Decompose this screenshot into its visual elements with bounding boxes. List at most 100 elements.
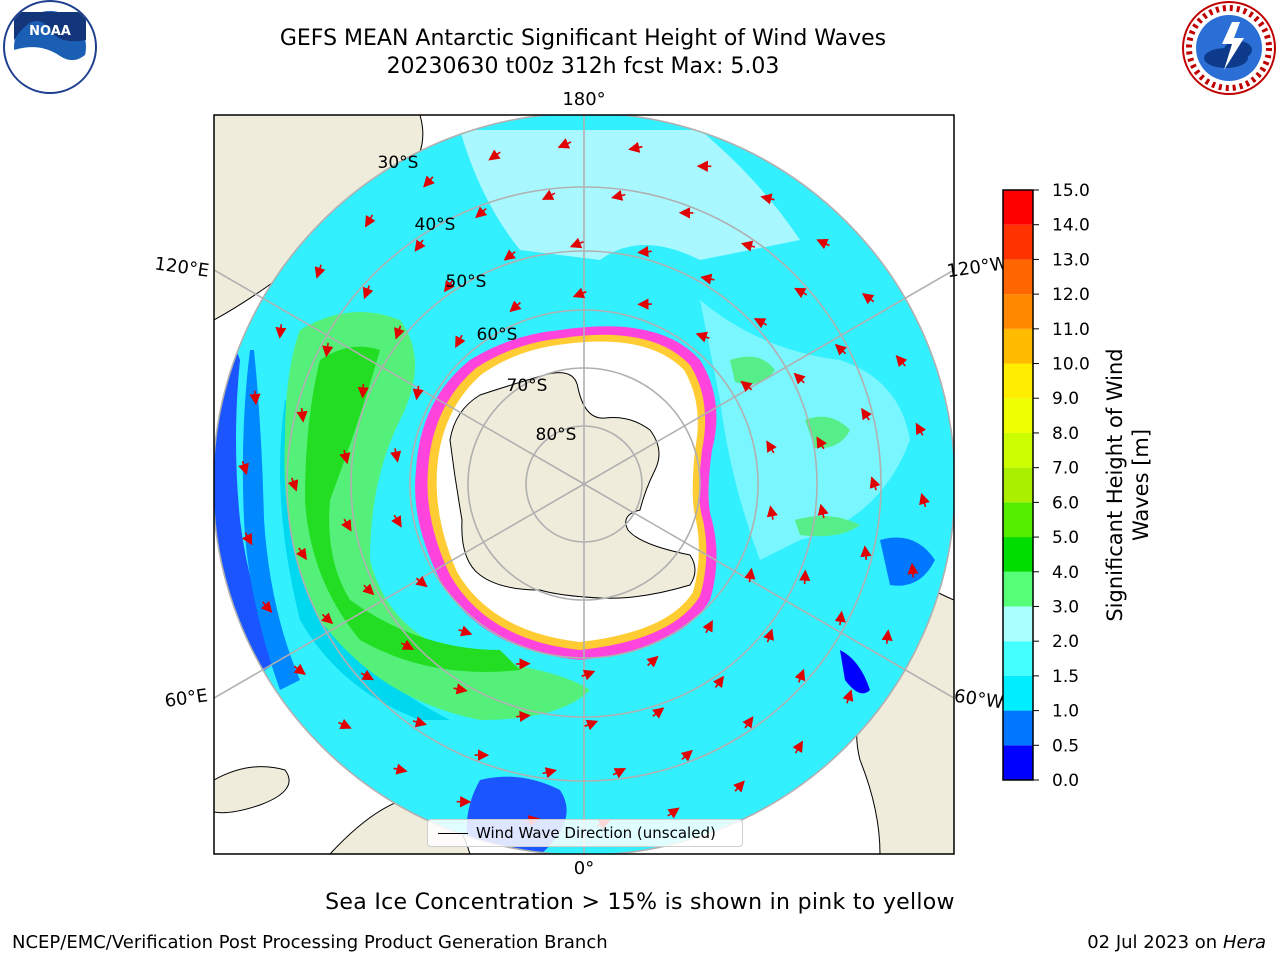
lat-label-50s: 50°S bbox=[446, 272, 487, 292]
wind-wave-arrow bbox=[322, 342, 334, 358]
colorbar-tick-label: 9.0 bbox=[1052, 389, 1079, 409]
wind-wave-arrow bbox=[393, 763, 408, 775]
colorbar-tick-label: 5.0 bbox=[1052, 528, 1079, 548]
wind-wave-arrow bbox=[667, 807, 680, 819]
wind-wave-arrow bbox=[453, 683, 468, 695]
wind-wave-arrow bbox=[760, 193, 775, 205]
wind-wave-arrow bbox=[296, 547, 307, 561]
wind-wave-arrow bbox=[612, 768, 627, 779]
colorbar-band bbox=[1003, 328, 1033, 364]
colorbar-tick-label: 2.0 bbox=[1052, 632, 1079, 652]
wind-wave-arrow bbox=[541, 189, 556, 200]
lat-label-80s: 80°S bbox=[536, 425, 577, 445]
wind-wave-arrow bbox=[415, 575, 428, 588]
wind-wave-arrow bbox=[414, 239, 426, 252]
lon-label-180: 180° bbox=[562, 89, 605, 110]
lat-label-60s: 60°S bbox=[477, 325, 518, 345]
colorbar-band bbox=[1003, 224, 1033, 260]
wind-wave-arrow bbox=[241, 532, 253, 546]
wind-wave-arrow bbox=[569, 237, 584, 249]
wind-wave-arrow bbox=[542, 767, 557, 779]
wind-wave-arrow bbox=[275, 324, 287, 339]
colorbar-label-line1: Significant Height of Wind bbox=[1103, 348, 1127, 622]
wind-wave-arrow bbox=[557, 138, 572, 149]
wind-wave-arrow bbox=[339, 449, 351, 465]
colorbar-tick-label: 15.0 bbox=[1052, 181, 1090, 201]
lon-label-60w: 60°W bbox=[953, 686, 1005, 714]
colorbar-tick-label: 12.0 bbox=[1052, 285, 1090, 305]
colorbar-band bbox=[1003, 363, 1033, 399]
wind-wave-arrow bbox=[915, 422, 927, 436]
wind-wave-arrow bbox=[744, 567, 756, 583]
wind-wave-arrow bbox=[700, 273, 715, 285]
colorbar-band bbox=[1003, 259, 1033, 295]
chart-subtitle: 20230630 t00z 312h fcst Max: 5.03 bbox=[386, 54, 780, 79]
wind-wave-arrow bbox=[341, 518, 352, 532]
wind-wave-arrow bbox=[390, 448, 402, 463]
wind-wave-arrow bbox=[834, 610, 846, 626]
footer-credit: NCEP/EMC/Verification Post Processing Pr… bbox=[12, 932, 608, 953]
wind-wave-arrow bbox=[742, 716, 754, 729]
wind-wave-arrow bbox=[753, 318, 768, 329]
wind-wave-arrow bbox=[475, 206, 488, 219]
colorbar-tick-label: 10.0 bbox=[1052, 355, 1090, 375]
antarctica bbox=[449, 372, 696, 599]
wind-wave-arrow bbox=[423, 175, 435, 188]
colorbar-band bbox=[1003, 606, 1033, 642]
wind-wave-arrow bbox=[443, 279, 456, 293]
colorbar-band bbox=[1003, 502, 1033, 538]
map-frame bbox=[213, 114, 955, 855]
wind-wave-arrow bbox=[412, 385, 424, 401]
wind-wave-arrow bbox=[652, 707, 665, 719]
colorbar-band bbox=[1003, 467, 1033, 503]
wind-wave-arrow bbox=[238, 460, 249, 476]
colorbar-band bbox=[1003, 190, 1033, 225]
wind-wave-arrow bbox=[572, 287, 587, 299]
wind-wave-arrow bbox=[702, 619, 713, 634]
colorbar-band bbox=[1003, 294, 1033, 329]
wind-wave-arrow bbox=[637, 246, 652, 258]
footer-machine: Hera bbox=[1222, 932, 1266, 953]
wind-wave-arrow bbox=[314, 264, 326, 279]
wind-wave-arrow bbox=[712, 675, 725, 689]
wind-wave-arrow bbox=[516, 710, 531, 722]
lat-label-30s: 30°S bbox=[378, 153, 419, 173]
wind-wave-arrow bbox=[611, 189, 626, 201]
colorbar-band bbox=[1003, 710, 1033, 746]
wind-wave-arrow bbox=[321, 612, 334, 625]
wind-wave-arrow bbox=[794, 668, 806, 683]
legend-line-icon bbox=[438, 832, 468, 834]
wind-wave-arrow bbox=[862, 293, 875, 305]
wind-wave-arrow bbox=[834, 343, 847, 356]
footer-date-text: 02 Jul 2023 on bbox=[1087, 932, 1223, 953]
colorbar-tick-label: 1.5 bbox=[1052, 667, 1079, 687]
wind-wave-arrow bbox=[503, 249, 516, 261]
wind-wave-arrow bbox=[584, 719, 599, 731]
lat-label-70s: 70°S bbox=[507, 376, 548, 396]
wind-wave-arrow bbox=[364, 214, 376, 228]
wind-wave-arrow bbox=[357, 383, 369, 399]
sea-ice-note: Sea Ice Concentration > 15% is shown in … bbox=[325, 890, 955, 915]
wind-wave-arrow bbox=[766, 505, 778, 520]
lon-label-60e: 60°E bbox=[163, 685, 209, 712]
colorbar-tick-label: 3.0 bbox=[1052, 597, 1079, 617]
wind-wave-arrow bbox=[400, 639, 415, 650]
colorbar-tick-label: 1.0 bbox=[1052, 702, 1079, 722]
lon-label-120w: 120°W bbox=[945, 253, 1009, 282]
wind-wave-arrow bbox=[488, 149, 501, 161]
legend-label: Wind Wave Direction (unscaled) bbox=[476, 824, 716, 842]
wind-wave-arrow bbox=[412, 716, 428, 728]
wind-wave-arrow bbox=[792, 740, 804, 754]
wind-wave-arrow bbox=[455, 334, 466, 349]
colorbar-band bbox=[1003, 432, 1033, 468]
footer-date: 02 Jul 2023 on Hera bbox=[1087, 932, 1266, 953]
wind-wave-arrow bbox=[293, 663, 306, 675]
lat-label-40s: 40°S bbox=[415, 215, 456, 235]
wind-wave-arrow bbox=[249, 390, 261, 406]
wind-wave-arrow bbox=[646, 655, 659, 668]
wind-wave-arrow bbox=[907, 562, 919, 578]
colorbar-frame bbox=[1002, 189, 1034, 781]
wind-wave-arrow bbox=[680, 749, 693, 762]
wind-wave-arrow bbox=[766, 440, 777, 454]
